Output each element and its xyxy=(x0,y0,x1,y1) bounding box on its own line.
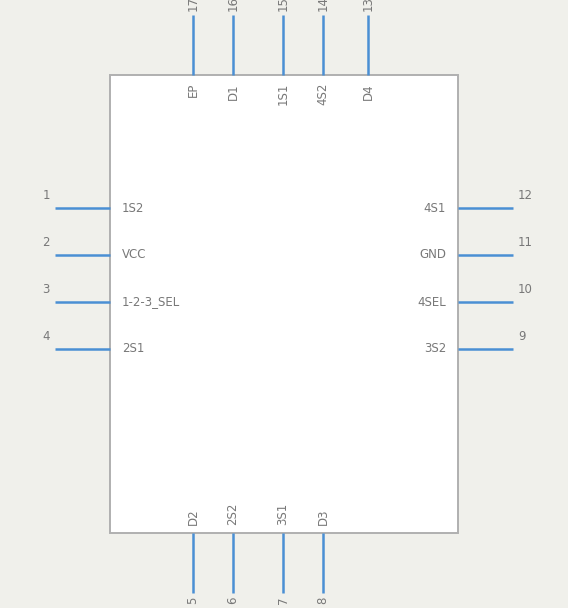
Text: D1: D1 xyxy=(227,83,240,100)
Text: 10: 10 xyxy=(518,283,533,296)
Text: 15: 15 xyxy=(277,0,290,11)
Text: 1S1: 1S1 xyxy=(277,83,290,105)
Text: 17: 17 xyxy=(186,0,199,11)
Text: 4SEL: 4SEL xyxy=(417,295,446,308)
Text: 1: 1 xyxy=(43,189,50,202)
Text: 1-2-3_SEL: 1-2-3_SEL xyxy=(122,295,180,308)
Text: 2: 2 xyxy=(43,236,50,249)
Text: 3S2: 3S2 xyxy=(424,342,446,356)
Text: 2S1: 2S1 xyxy=(122,342,144,356)
Text: 7: 7 xyxy=(277,597,290,604)
Text: 12: 12 xyxy=(518,189,533,202)
Text: D2: D2 xyxy=(186,508,199,525)
Text: D3: D3 xyxy=(316,508,329,525)
Text: GND: GND xyxy=(419,249,446,261)
Text: 3S1: 3S1 xyxy=(277,503,290,525)
Text: 14: 14 xyxy=(316,0,329,11)
Text: D4: D4 xyxy=(361,83,374,100)
Text: EP: EP xyxy=(186,83,199,97)
Text: 4S1: 4S1 xyxy=(424,201,446,215)
Text: 13: 13 xyxy=(361,0,374,11)
Bar xyxy=(110,75,458,533)
Text: 1S2: 1S2 xyxy=(122,201,144,215)
Text: 4S2: 4S2 xyxy=(316,83,329,105)
Text: 6: 6 xyxy=(227,597,240,604)
Text: 9: 9 xyxy=(518,330,525,343)
Text: 16: 16 xyxy=(227,0,240,11)
Text: 11: 11 xyxy=(518,236,533,249)
Text: 3: 3 xyxy=(43,283,50,296)
Text: VCC: VCC xyxy=(122,249,147,261)
Text: 8: 8 xyxy=(316,597,329,604)
Text: 2S2: 2S2 xyxy=(227,503,240,525)
Text: 4: 4 xyxy=(43,330,50,343)
Text: 5: 5 xyxy=(186,597,199,604)
